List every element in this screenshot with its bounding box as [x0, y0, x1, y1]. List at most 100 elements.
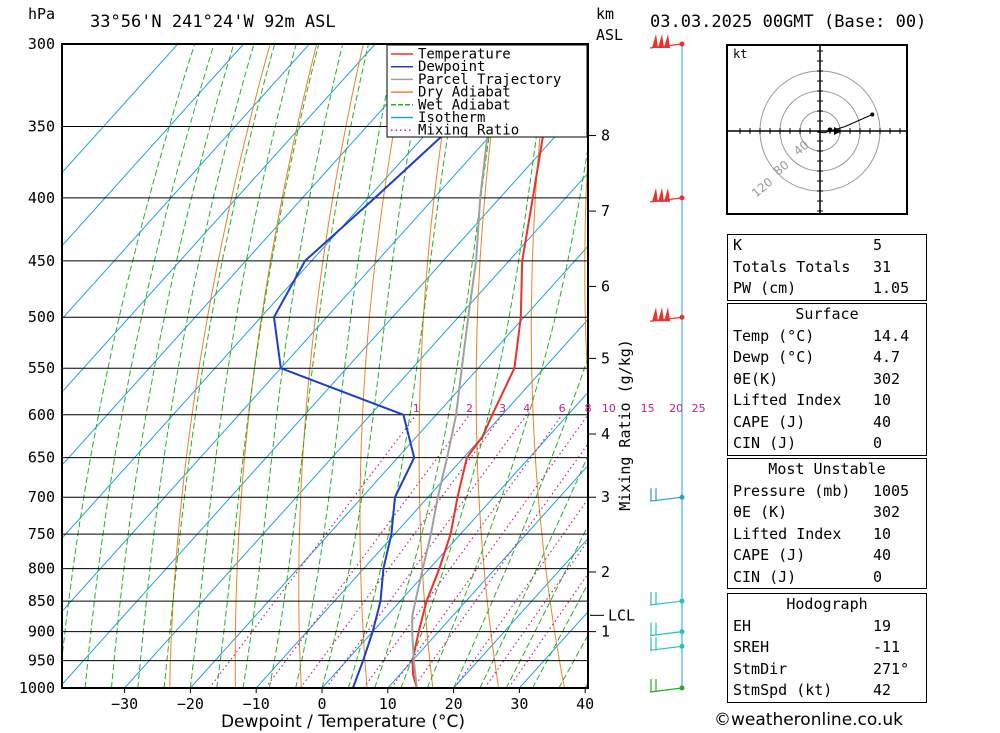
mixing-ratio-line: [363, 414, 563, 688]
hpa-unit-label: hPa: [28, 5, 56, 23]
table-row-label: CAPE (J): [733, 412, 806, 431]
mixing-ratio-line: [299, 414, 503, 688]
mixing-ratio-line: [508, 572, 588, 688]
table-row-label: Dewp (°C): [733, 348, 815, 366]
table-row: θE (K) 302: [728, 502, 926, 524]
legend-entry-label: Parcel Trajectory: [418, 72, 561, 88]
table-row-label: EH: [733, 616, 752, 635]
wind-barb: [649, 592, 685, 606]
credit-text[interactable]: ©weatheronline.co.uk: [714, 710, 904, 730]
legend-entry-label: Dewpoint: [418, 59, 485, 75]
table-row: Pressure (mb) 1005: [728, 481, 926, 503]
table-title: Most Unstable: [768, 460, 886, 478]
table-row-label: StmDir: [733, 659, 788, 678]
mixing-ratio-value-label: 1: [413, 402, 420, 415]
x-axis-label: Dewpoint / Temperature (°C): [221, 712, 465, 732]
mixing-ratio-line: [208, 414, 417, 688]
km-tick-label: 2: [601, 563, 610, 581]
table-row-value: 271°: [873, 659, 910, 678]
wet-adiabat-line: [137, 44, 255, 688]
mixing-ratio-value-label: 4: [523, 402, 530, 415]
table-row: θE(K) 302: [728, 369, 926, 391]
pressure-tick-label: 400: [28, 189, 55, 207]
legend-entry-label: Isotherm: [418, 110, 485, 126]
table-row: PW (cm) 1.05: [728, 278, 926, 300]
table-row: CIN (J) 0: [728, 567, 926, 589]
hodograph-ring-label: 40: [791, 138, 812, 159]
pressure-tick-label: 650: [28, 449, 55, 467]
isotherm-line: [387, 464, 588, 688]
pressure-tick-label: 1000: [19, 679, 55, 697]
table-row-label: Lifted Index: [733, 391, 842, 409]
table-row-value: 10: [873, 391, 892, 409]
location-title: 33°56'N 241°24'W 92m ASL: [90, 12, 336, 32]
wind-barb: [649, 679, 685, 693]
table-row-label: SREH: [733, 638, 770, 656]
isotherm-line: [62, 44, 179, 174]
table-row-value: 40: [873, 412, 892, 431]
wet-adiabat-line: [295, 44, 398, 688]
table-row: SREH -11: [728, 637, 926, 659]
table-row: CAPE (J) 40: [728, 545, 926, 567]
table-row-value: 0: [873, 434, 883, 452]
km-tick-label: 1: [601, 623, 610, 641]
table-row-label: PW (cm): [733, 279, 797, 297]
plot-frame: [61, 43, 589, 689]
dry-adiabat-line: [687, 26, 720, 688]
pressure-tick-label: 900: [28, 623, 55, 641]
table-row: EH 19: [728, 616, 926, 638]
table-row: Dewp (°C) 4.7: [728, 347, 926, 369]
dry-adiabat-line: [584, 143, 588, 393]
isotherm-line: [62, 44, 310, 320]
table-row-value: 31: [873, 257, 892, 276]
table-row-value: 14.4: [873, 326, 910, 345]
table-row-label: StmSpd (kt): [733, 681, 833, 699]
hodograph-start-point: [827, 127, 833, 133]
most-unstable-table: Most Unstable Pressure (mb) 1005 θE (K) 302 L…: [727, 458, 927, 589]
wet-adiabat-line: [84, 44, 215, 688]
table-row: StmDir 271°: [728, 659, 926, 681]
isotherm-line: [124, 172, 588, 688]
hodograph-table: Hodograph EH 19 SREH -11 StmDir 271° StmSpd (kt…: [727, 593, 927, 703]
pressure-tick-label: 450: [28, 252, 55, 270]
legend-entry-label: Wet Adiabat: [418, 97, 511, 113]
km-unit-label: km: [596, 5, 615, 23]
mixing-ratio-value-label: 3: [499, 402, 506, 415]
wet-adiabat-line: [479, 454, 588, 688]
wet-adiabat-line: [189, 44, 297, 688]
table-row-label: K: [733, 236, 743, 254]
dry-adiabat-line: [475, 44, 504, 688]
wet-adiabat-line: [110, 44, 235, 688]
datetime-title: 03.03.2025 00GMT (Base: 00): [650, 12, 927, 32]
temperature-tick-label: 10: [379, 695, 397, 713]
mixing-ratio-line: [453, 498, 588, 688]
isotherm-line: [321, 391, 588, 688]
table-row: Lifted Index 10: [728, 524, 926, 546]
surface-table: Surface Temp (°C) 14.4 Dewp (°C) 4.7 θE(K) 302…: [727, 303, 927, 456]
hodograph-ring-label: 120: [749, 175, 776, 200]
table-row-label: Pressure (mb): [733, 481, 851, 500]
table-row-label: Totals Totals: [733, 257, 851, 276]
table-row-label: θE (K): [733, 503, 788, 521]
wet-adiabat-line: [268, 44, 370, 688]
legend-entry-label: Mixing Ratio: [418, 123, 519, 139]
table-row-value: 40: [873, 546, 892, 564]
table-row: CAPE (J) 40: [728, 412, 926, 434]
temperature-tick-label: −20: [177, 695, 204, 713]
dry-adiabat-line: [418, 44, 458, 688]
km-tick-label: 8: [601, 127, 610, 145]
lcl-label: LCL: [608, 606, 635, 624]
pressure-tick-label: 350: [28, 117, 55, 135]
wind-barb: [649, 34, 685, 49]
mixing-ratio-value-label: 25: [692, 402, 706, 415]
pressure-tick-label: 750: [28, 525, 55, 543]
isotherm-line: [62, 44, 244, 247]
temperature-tick-label: 40: [576, 695, 594, 713]
table-row-label: Temp (°C): [733, 326, 815, 345]
isotherm-line: [62, 44, 376, 393]
km-tick-label: 5: [601, 349, 610, 367]
wet-adiabat-line: [321, 44, 429, 688]
legend-box: [386, 44, 588, 138]
isotherm-line: [190, 245, 588, 688]
